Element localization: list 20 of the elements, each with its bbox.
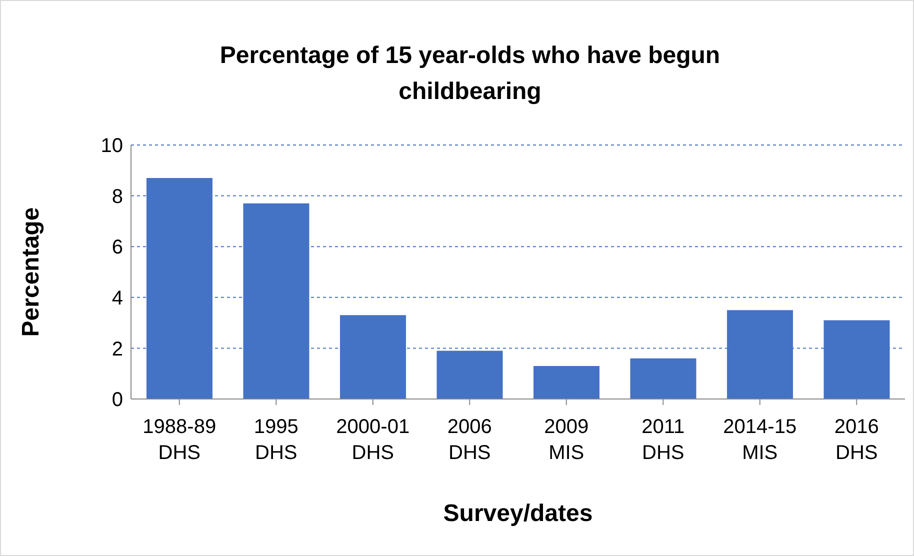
y-tick-label: 8 — [112, 186, 123, 208]
y-tick-label: 0 — [112, 389, 123, 412]
x-tick-label: 1988-89 DHS — [142, 416, 216, 464]
x-tick-label: 2009 MIS — [544, 416, 589, 464]
x-tick-label: 1995 DHS — [254, 416, 298, 464]
x-tick-label: 2014-15 MIS — [723, 416, 797, 464]
y-tick-label: 10 — [100, 135, 123, 158]
y-tick-label: 6 — [112, 236, 123, 259]
y-axis-title: Percentage — [18, 207, 45, 337]
y-tick-label: 4 — [112, 288, 123, 310]
x-tick-label: 2006 DHS — [447, 416, 492, 464]
x-tick-label: 2016 DHS — [834, 416, 879, 464]
chart-title: Percentage of 15 year-olds who have begun childbearing — [218, 41, 722, 107]
x-tick-label: 2011 DHS — [642, 416, 685, 464]
y-tick-label: 2 — [112, 338, 123, 360]
bar — [436, 350, 503, 399]
bar — [630, 358, 696, 399]
bar — [533, 366, 600, 399]
x-tick-label: 2000-01 DHS — [336, 416, 410, 464]
x-axis-title: Survey/dates — [443, 500, 593, 527]
